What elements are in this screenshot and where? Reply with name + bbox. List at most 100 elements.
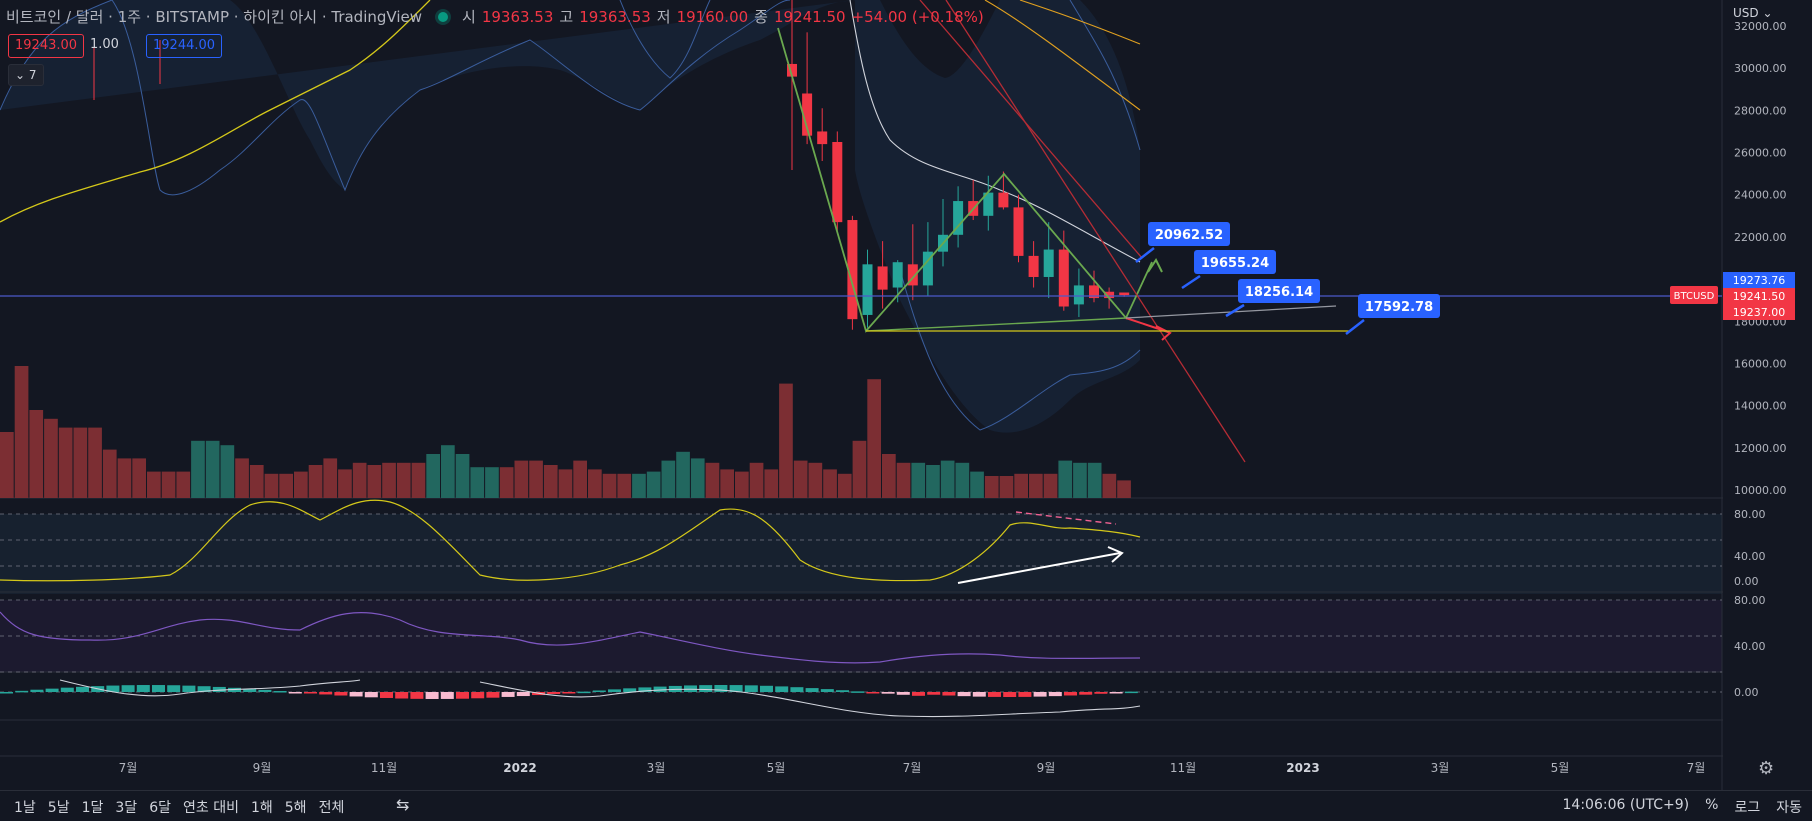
- candle-body: [862, 264, 873, 315]
- macd-histogram-bar: [699, 685, 713, 692]
- macd-histogram-bar: [395, 692, 409, 699]
- macd-histogram-bar: [1109, 692, 1123, 694]
- annotation-label: 17592.78: [1365, 300, 1433, 315]
- price-tick-label: 32000.00: [1734, 20, 1787, 33]
- close-value: 19241.50: [773, 7, 846, 26]
- macd-histogram-bar: [410, 692, 424, 699]
- buy-price-button[interactable]: 19244.00: [146, 34, 223, 58]
- range-button[interactable]: 연초 대비: [182, 800, 239, 816]
- candle-body: [1073, 285, 1084, 305]
- symbol-tag-label: BTCUSD: [1674, 291, 1715, 302]
- grid: [0, 0, 1812, 790]
- volume-bar: [323, 458, 338, 498]
- range-button[interactable]: 1해: [250, 800, 273, 816]
- volume-bar: [588, 469, 602, 498]
- bottom-toolbar: 1날 5날 1달 3달 6달 연초 대비 1해 5해 전체 ⇆ 14:06:06 (UTC+9)…: [0, 790, 1812, 821]
- moving-average-orange-2: [984, 0, 1141, 111]
- volume-bar: [235, 458, 249, 498]
- macd-histogram-bar: [729, 685, 743, 692]
- volume-bar: [176, 471, 191, 498]
- macd-histogram-bar: [866, 692, 880, 694]
- sell-price-button[interactable]: 19243.00: [8, 34, 85, 58]
- legend-header: 비트코인 / 달러 · 1주 · BITSTAMP · 하이킨 아시 · Tra…: [6, 6, 984, 27]
- volume-bar: [646, 471, 661, 498]
- gear-icon[interactable]: ⚙: [1758, 758, 1775, 779]
- time-label: 9월: [253, 761, 272, 775]
- symbol-title[interactable]: 비트코인 / 달러 · 1주 · BITSTAMP · 하이킨 아시 · Tra…: [6, 8, 422, 26]
- bollinger-upper: [0, 0, 113, 111]
- volume-bar: [837, 473, 852, 498]
- volume-bar: [485, 467, 499, 498]
- volume-bar: [573, 460, 587, 498]
- price-tick-label: 14000.00: [1734, 400, 1787, 413]
- candle-body: [877, 266, 888, 290]
- macd-histogram-bar: [623, 688, 637, 692]
- time-label: 7월: [903, 761, 922, 775]
- macd-histogram-bar: [273, 691, 287, 693]
- time-label: 7월: [1687, 761, 1706, 775]
- pattern-base: [865, 317, 1127, 332]
- volume-bar: [661, 460, 676, 498]
- macd-histogram-bar: [197, 686, 211, 692]
- range-button[interactable]: 5해: [284, 800, 307, 816]
- candle-body: [1058, 249, 1069, 307]
- volume-bar: [441, 445, 455, 498]
- time-label: 2022: [503, 761, 536, 775]
- time-axis[interactable]: 7월 9월 11월 2022 3월 5월 7월 9월 11월 2023 3월 5월 7월: [119, 761, 1706, 775]
- chart-canvas[interactable]: 20962.52 19655.24 18256.14 17592.78 USD ⌄32…: [0, 0, 1812, 790]
- volume-bar: [264, 473, 279, 498]
- macd-histogram-bar: [1079, 692, 1093, 695]
- price-tag-label: 19241.50: [1733, 290, 1786, 303]
- candle-body: [892, 262, 903, 288]
- volume-bar: [970, 471, 984, 498]
- volume-bar: [867, 379, 881, 498]
- indicators-toggle-button[interactable]: ⌄ 7: [8, 64, 44, 86]
- auto-scale-button[interactable]: 자동: [1776, 800, 1802, 816]
- annotation-box: [1358, 294, 1440, 318]
- volume-bar: [808, 462, 823, 498]
- volume-bar: [14, 366, 29, 498]
- price-tag-box: [1723, 272, 1795, 288]
- range-button[interactable]: 3달: [115, 800, 138, 816]
- macd-histogram-bar: [547, 692, 561, 694]
- macd-histogram-bar: [988, 692, 1001, 697]
- range-button[interactable]: 전체: [318, 800, 345, 816]
- range-button[interactable]: 1날: [14, 800, 36, 816]
- time-label: 9월: [1037, 761, 1056, 775]
- macd-histogram-bar: [577, 691, 591, 694]
- volume-bar: [735, 471, 749, 498]
- volume-bar: [749, 462, 764, 498]
- volume-bar: [984, 476, 999, 498]
- bollinger-lower-right: [899, 269, 1141, 431]
- macd-histogram-bar: [1048, 692, 1062, 697]
- volume-bar: [999, 476, 1014, 498]
- volume-bar: [852, 440, 867, 498]
- percent-scale-button[interactable]: %: [1705, 797, 1719, 813]
- volume-bar: [926, 465, 940, 498]
- macd-histogram-bar: [167, 685, 181, 692]
- price-tick-label: 26000.00: [1734, 147, 1787, 160]
- price-axis[interactable]: USD ⌄32000.00 30000.00 28000.00 26000.00 240…: [1723, 0, 1812, 790]
- rsi-tick-label: 40.00: [1734, 550, 1766, 563]
- range-button[interactable]: 5날: [47, 800, 70, 816]
- breakdown-arrow-head: [1155, 325, 1172, 341]
- goto-date-icon[interactable]: ⇆: [396, 795, 410, 814]
- volume-bar: [1102, 473, 1117, 498]
- annotation-label: 18256.14: [1245, 285, 1313, 300]
- volume-bar: [294, 471, 308, 498]
- macd-histogram-bar: [972, 692, 986, 697]
- macd-histogram-bar: [653, 686, 667, 692]
- macd-histogram-bar: [106, 685, 120, 692]
- range-button[interactable]: 1달: [81, 800, 104, 816]
- annotation-label: 19655.24: [1201, 256, 1269, 271]
- candle-body: [1119, 292, 1130, 296]
- macd-histogram-bar: [30, 689, 44, 692]
- log-scale-button[interactable]: 로그: [1734, 800, 1761, 816]
- clock-time[interactable]: 14:06:06 (UTC+9): [1562, 797, 1690, 813]
- candle-body: [847, 220, 858, 320]
- spread-value: 1.00: [90, 37, 119, 52]
- range-button[interactable]: 6달: [149, 800, 171, 816]
- resistance-line-2: [945, 0, 1246, 463]
- annotation-label: 20962.52: [1155, 228, 1223, 243]
- volume-bar: [896, 462, 911, 498]
